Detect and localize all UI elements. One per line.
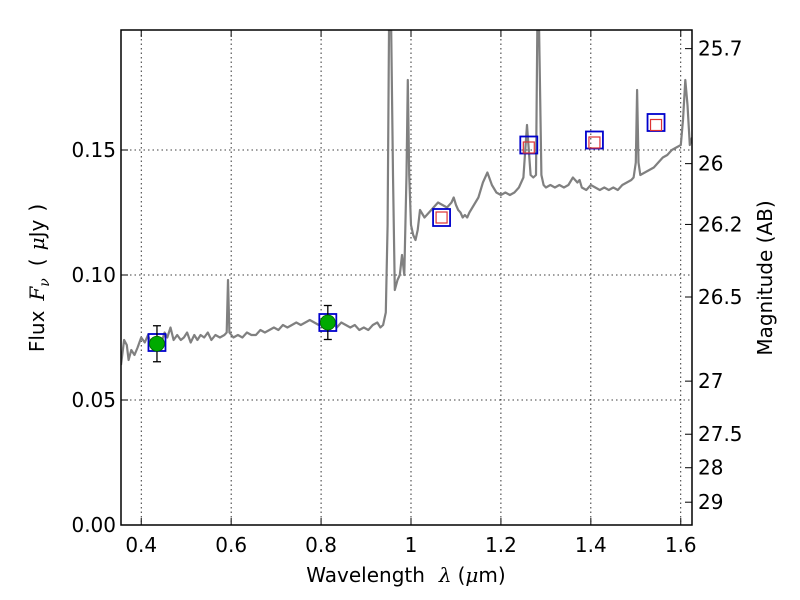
x-tick-label: 1.6 (665, 533, 697, 557)
observed-point (319, 314, 336, 331)
y-axis-label: FluxFν(μJy) (25, 204, 53, 352)
x-tick-label: 0.6 (215, 533, 247, 557)
red-square-marker (649, 118, 663, 132)
y-tick-label: 0.05 (71, 388, 116, 412)
red-square-marker (588, 136, 601, 149)
magnitude-tick-label: 27 (698, 369, 723, 393)
magnitude-tick-label: 27.5 (698, 422, 743, 446)
x-tick-label: 1 (405, 533, 418, 557)
x-tick-label: 0.8 (305, 533, 337, 557)
magnitude-axis-ticks: 25.7 26 26.2 26.5 27 27.5 28 29 (685, 37, 743, 514)
x-tick-label: 0.4 (125, 533, 157, 557)
y-tick-label: 0.00 (71, 513, 116, 537)
grid-lines (121, 30, 692, 525)
magnitude-tick-label: 26.2 (698, 212, 743, 236)
red-square-marker (435, 211, 448, 224)
magnitude-tick-label: 29 (698, 490, 723, 514)
spectrum-layer (121, 30, 692, 366)
x-axis-label: Wavelength λ (μm) (306, 563, 505, 587)
y-tick-label: 0.15 (71, 138, 116, 162)
blue-square-marker (432, 208, 451, 227)
magnitude-tick-label: 28 (698, 456, 723, 480)
magnitude-tick-label: 26 (698, 152, 723, 176)
observed-point (149, 335, 165, 352)
y-axis-ticks: 0.00 0.05 0.10 0.15 (71, 138, 128, 537)
magnitude-tick-label: 25.7 (698, 37, 743, 61)
x-axis-ticks: 0.4 0.6 0.8 1 1.2 1.4 1.6 (125, 30, 697, 557)
magnitude-axis-label: Magnitude (AB) (753, 200, 777, 355)
spectrum-line (121, 30, 692, 366)
y-tick-label: 0.10 (71, 263, 116, 287)
magnitude-tick-label: 26.5 (698, 285, 743, 309)
x-tick-label: 1.2 (485, 533, 517, 557)
red-square-marker (522, 141, 535, 154)
plot-frame (120, 29, 693, 526)
x-tick-label: 1.4 (575, 533, 607, 557)
photometry-markers (147, 113, 666, 363)
